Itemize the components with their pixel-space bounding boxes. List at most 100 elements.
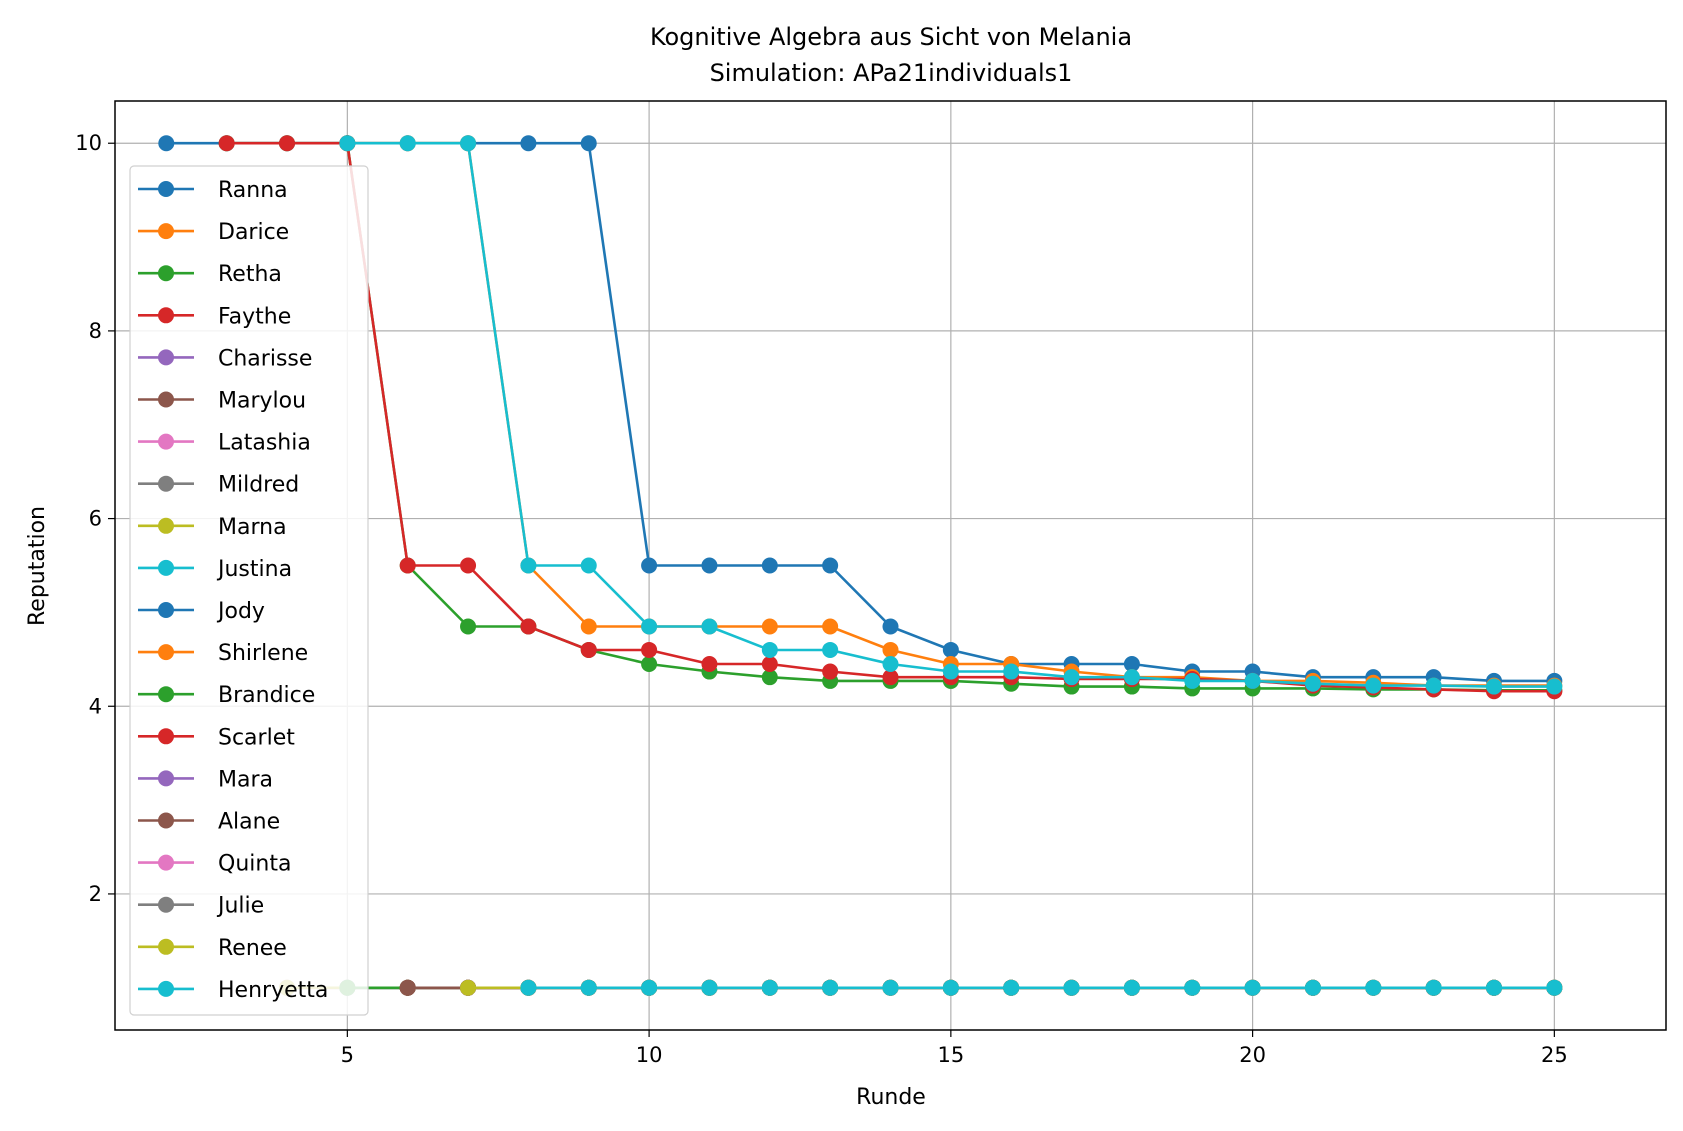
data-point (822, 618, 839, 635)
data-point (822, 557, 839, 574)
legend-box (129, 165, 369, 1016)
data-point (1003, 979, 1020, 996)
data-point (1425, 979, 1442, 996)
data-point (1123, 669, 1140, 686)
data-point (761, 641, 778, 658)
x-tick-label: 5 (341, 1043, 354, 1067)
legend-label: Henryetta (218, 978, 328, 1003)
x-tick-label: 15 (937, 1043, 964, 1067)
legend-label: Faythe (218, 304, 291, 329)
data-point (1184, 672, 1201, 689)
data-point (1063, 669, 1080, 686)
legend-marker (158, 349, 174, 366)
data-point (278, 135, 295, 152)
data-point (399, 557, 416, 574)
data-point (1365, 979, 1382, 996)
data-point (882, 618, 899, 635)
data-point (882, 656, 899, 673)
data-point (761, 669, 778, 686)
legend-label: Justina (216, 557, 292, 582)
legend-item: Julie (138, 894, 264, 919)
x-tick-label: 25 (1541, 1043, 1568, 1067)
series-justina (339, 135, 1563, 695)
series-faythe (218, 135, 1563, 700)
data-point (641, 656, 658, 673)
legend-item: Latashia (138, 431, 311, 456)
data-point (1365, 677, 1382, 694)
legend-item: Darice (138, 220, 289, 245)
legend-label: Quinta (218, 852, 291, 877)
legend-marker (158, 223, 174, 240)
legend-marker (158, 854, 174, 871)
data-point (942, 663, 959, 680)
legend-marker (158, 391, 174, 408)
data-point (520, 979, 537, 996)
legend-marker (158, 770, 174, 787)
legend-marker (158, 896, 174, 913)
data-point (580, 979, 597, 996)
data-point (942, 979, 959, 996)
legend-item: Mildred (138, 473, 299, 498)
legend-marker (158, 644, 174, 661)
data-point (1546, 678, 1563, 695)
legend-marker (158, 433, 174, 450)
legend-label: Renee (218, 936, 287, 961)
legend-marker (158, 181, 174, 197)
legend-item: Quinta (138, 852, 291, 877)
data-point (882, 669, 899, 686)
data-point (218, 135, 235, 152)
data-point (822, 641, 839, 658)
data-point (1244, 672, 1261, 689)
legend-item: Alane (138, 810, 280, 835)
legend-label: Brandice (218, 683, 315, 708)
data-point (822, 663, 839, 680)
legend-item: Charisse (138, 346, 312, 371)
data-point (761, 557, 778, 574)
data-point (882, 641, 899, 658)
data-point (1304, 675, 1321, 692)
y-tick-label: 2 (89, 882, 102, 906)
data-point (460, 135, 477, 152)
legend-label: Darice (218, 220, 289, 245)
data-point (641, 618, 658, 635)
data-point (1546, 979, 1563, 996)
legend-item: Jody (138, 599, 265, 624)
y-axis-ticks: 2 4 6 8 10 (75, 131, 115, 906)
data-point (942, 641, 959, 658)
legend-label: Julie (216, 894, 264, 919)
data-point (520, 135, 537, 152)
legend-marker (158, 938, 174, 955)
chart-title: Kognitive Algebra aus Sicht von Melania (650, 23, 1132, 51)
series-line (166, 141, 1555, 683)
legend-label: Ranna (218, 178, 288, 203)
y-tick-label: 10 (75, 131, 102, 155)
legend-marker (158, 686, 174, 703)
legend-item: Henryetta (138, 978, 328, 1003)
legend-label: Shirlene (218, 641, 308, 666)
legend-label: Marna (218, 515, 287, 540)
data-point (580, 135, 597, 152)
legend-label: Retha (218, 262, 282, 287)
data-point (701, 618, 718, 635)
data-point (761, 656, 778, 673)
grid-lines (115, 101, 1666, 1030)
x-tick-label: 20 (1239, 1043, 1266, 1067)
legend: Ranna Darice Retha Faythe Charisse Marylou Lat… (129, 165, 369, 1016)
legend-label: Scarlet (218, 725, 295, 750)
data-point (1003, 663, 1020, 680)
data-point (701, 557, 718, 574)
series-henryetta (520, 979, 1563, 996)
legend-marker (158, 728, 174, 745)
legend-marker (158, 812, 174, 829)
legend-label: Mara (218, 767, 273, 792)
legend-item: Renee (138, 936, 287, 961)
data-point (761, 618, 778, 635)
legend-item: Faythe (138, 304, 291, 329)
y-tick-label: 4 (89, 694, 102, 718)
legend-label: Marylou (218, 389, 306, 414)
chart-subtitle: Simulation: APa21individuals1 (710, 59, 1073, 87)
legend-item: Ranna (138, 178, 288, 203)
data-point (701, 979, 718, 996)
series-retha (218, 135, 1563, 699)
